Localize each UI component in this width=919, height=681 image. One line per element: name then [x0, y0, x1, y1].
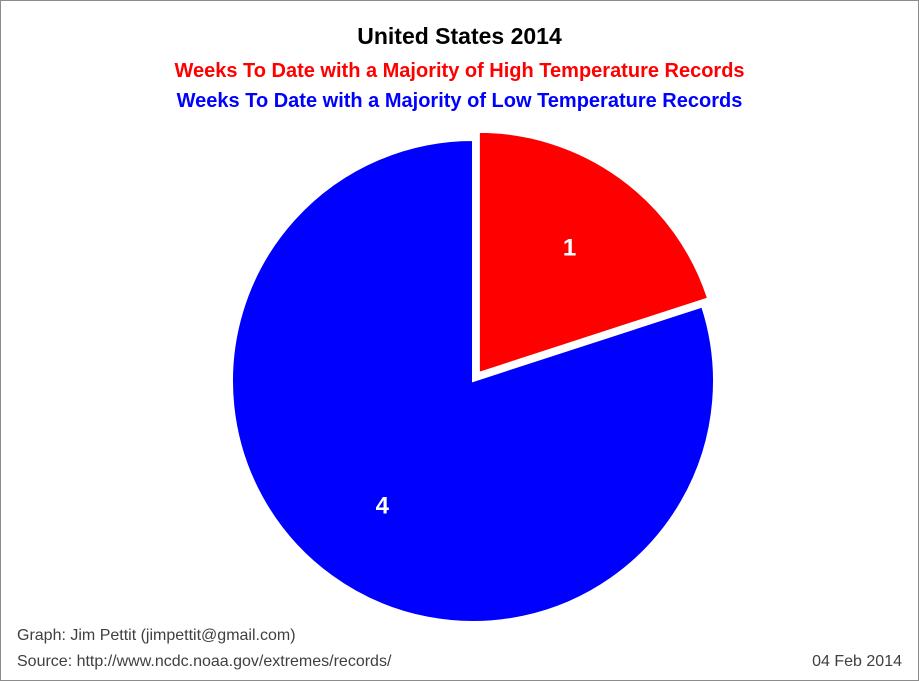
- pie-data-label-high: 1: [563, 235, 576, 262]
- pie-data-label-low: 4: [376, 492, 390, 519]
- source-credit: Source: http://www.ncdc.noaa.gov/extreme…: [17, 653, 392, 670]
- pie-slice-high: [477, 130, 710, 375]
- pie-slice-low: [231, 138, 715, 623]
- chart-date: 04 Feb 2014: [812, 653, 902, 670]
- graph-credit: Graph: Jim Pettit (jimpettit@gmail.com): [17, 627, 296, 644]
- subtitle-high-records: Weeks To Date with a Majority of High Te…: [174, 60, 745, 82]
- subtitle-low-records: Weeks To Date with a Majority of Low Tem…: [176, 90, 743, 112]
- chart-title: United States 2014: [357, 23, 562, 49]
